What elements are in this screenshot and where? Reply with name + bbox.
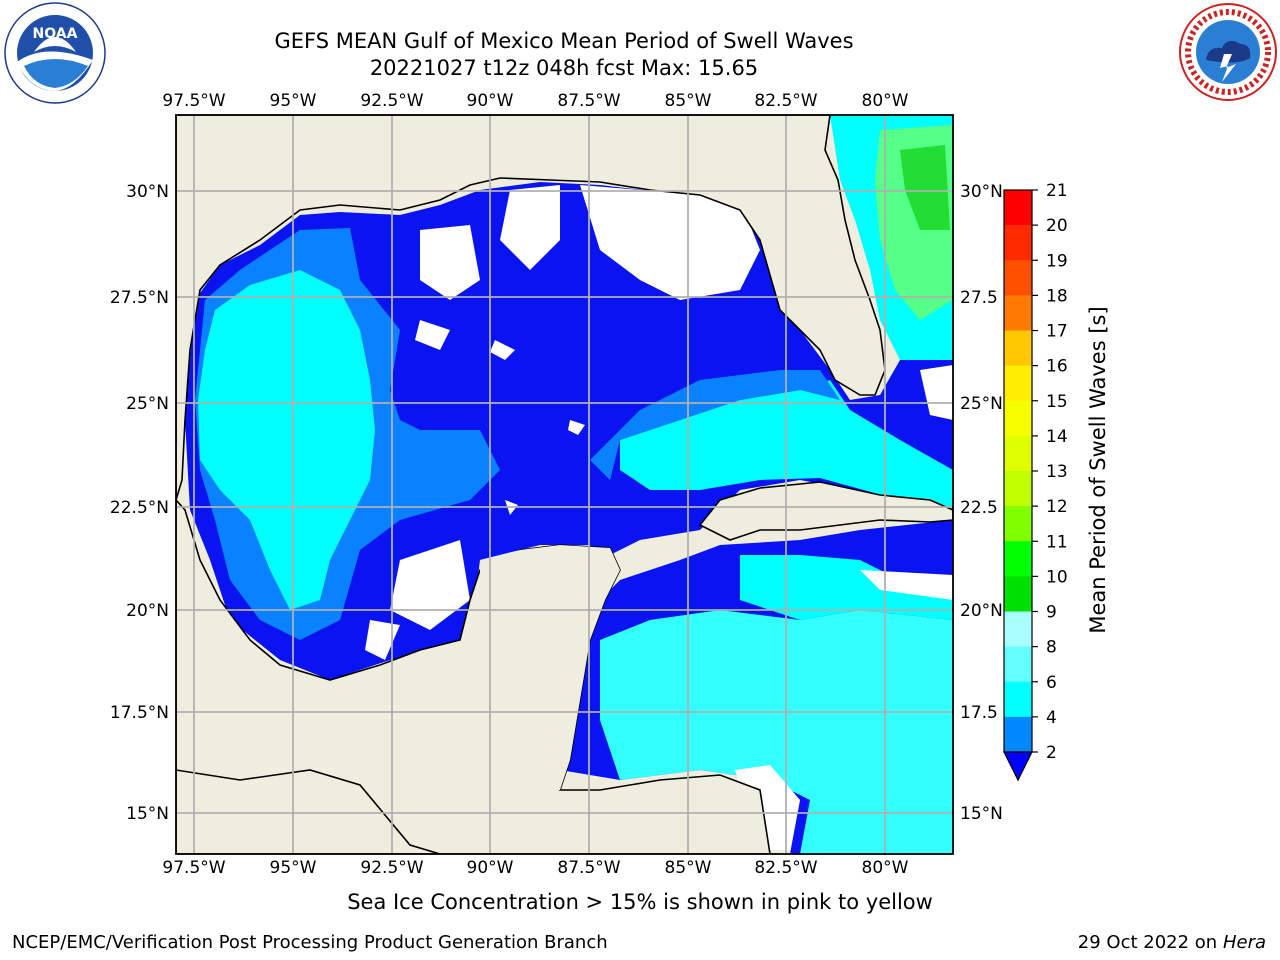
lat-label: 27.5°N [110, 288, 169, 308]
colorbar-tick-label: 6 [1046, 673, 1057, 693]
graticule [176, 115, 953, 854]
colorbar-tick-label: 11 [1046, 532, 1068, 552]
lat-label: 20°N [126, 601, 169, 621]
colorbar-segment [1004, 330, 1032, 367]
lon-label: 87.5°W [557, 858, 620, 878]
colorbar-tick-label: 15 [1046, 392, 1068, 412]
chart-subtitle-run-info: 20221027 t12z 048h fcst Max: 15.65 [369, 56, 759, 80]
colorbar-tick-label: 19 [1046, 251, 1068, 271]
us-gulf-coast [176, 115, 886, 501]
lon-label: 97.5°W [162, 91, 225, 111]
colorbar-segment [1004, 681, 1032, 718]
colorbar-tick-label: 13 [1046, 462, 1068, 482]
noaa-logo: NOAA [4, 2, 106, 104]
lon-label: 82.5°W [754, 91, 817, 111]
footer-date: 29 Oct 2022 on Hera [1078, 932, 1266, 953]
colorbar-segment [1004, 295, 1032, 331]
colorbar-segment [1004, 646, 1032, 683]
lon-labels-top: 97.5°W 95°W 92.5°W 90°W 87.5°W 85°W 82.5… [162, 91, 908, 111]
colorbar-tick-label: 16 [1046, 357, 1068, 377]
cuba [698, 481, 953, 541]
atlantic-swell-bright [900, 145, 950, 230]
colorbar-segment [1004, 506, 1032, 542]
colorbar-segment [1004, 471, 1032, 507]
lon-label: 80°W [862, 91, 909, 111]
colorbar-segment [1004, 611, 1032, 648]
colorbar-segment [1004, 576, 1032, 612]
lat-label: 17.5 [960, 703, 998, 723]
lon-label: 90°W [467, 858, 514, 878]
coastlines [176, 115, 953, 854]
lat-label: 30°N [960, 182, 1003, 202]
colorbar-tick-label: 17 [1046, 322, 1068, 342]
lat-label: 22.5 [960, 498, 998, 518]
lon-label: 95°W [270, 91, 317, 111]
sea-ice-note: Sea Ice Concentration > 15% is shown in … [347, 890, 933, 914]
colorbar-tick-label: 2 [1046, 743, 1057, 763]
lon-label: 82.5°W [754, 858, 817, 878]
lon-label: 95°W [270, 858, 317, 878]
colorbar-segment [1004, 190, 1032, 226]
lat-label: 20°N [960, 601, 1003, 621]
chart-title: GEFS MEAN Gulf of Mexico Mean Period of … [274, 29, 854, 53]
lat-label: 30°N [126, 182, 169, 202]
lat-label: 25°N [126, 394, 169, 414]
colorbar-tick-label: 10 [1046, 567, 1068, 587]
colorbar-segment [1004, 400, 1032, 437]
lon-labels-bottom: 97.5°W 95°W 92.5°W 90°W 87.5°W 85°W 82.5… [162, 858, 908, 878]
caribbean-swell-ring [590, 370, 840, 480]
lat-label: 15°N [126, 804, 169, 824]
yucatan-fill [480, 545, 620, 790]
lon-label: 97.5°W [162, 858, 225, 878]
nws-logo [1179, 3, 1277, 101]
noaa-logo-text: NOAA [33, 26, 78, 42]
colorbar-tick-label: 14 [1046, 427, 1068, 447]
colorbar-segment [1004, 225, 1032, 261]
colorbar-label: Mean Period of Swell Waves [s] [1086, 306, 1110, 633]
lon-label: 85°W [665, 858, 712, 878]
colorbar-extend-arrow [1003, 751, 1033, 782]
footer-host: Hera [1222, 932, 1266, 953]
lon-label: 85°W [665, 91, 712, 111]
colorbar-tick-label: 9 [1046, 603, 1057, 623]
lon-label: 92.5°W [360, 858, 423, 878]
lat-label: 15°N [960, 804, 1003, 824]
colorbar-tick-label: 12 [1046, 497, 1068, 517]
colorbar-tick-label: 8 [1046, 638, 1057, 658]
colorbar-tick-label: 20 [1046, 216, 1068, 236]
colorbar: 21 20 19 18 17 16 15 14 13 12 11 10 9 8 6 4 2 [1003, 181, 1068, 782]
lat-label: 22.5°N [110, 498, 169, 518]
lat-label: 17.5°N [110, 703, 169, 723]
colorbar-segment [1004, 435, 1032, 472]
caribbean-swell-north [740, 555, 953, 620]
footer-date-text: 29 Oct 2022 on [1077, 932, 1223, 953]
lon-label: 90°W [467, 91, 514, 111]
lon-label: 80°W [862, 858, 909, 878]
lon-label: 92.5°W [360, 91, 423, 111]
colorbar-segment [1004, 541, 1032, 577]
colorbar-tick-label: 4 [1046, 708, 1057, 728]
footer-credit: NCEP/EMC/Verification Post Processing Pr… [12, 932, 608, 953]
lat-labels-right: 30°N 27.5 25°N 22.5 20°N 17.5 15°N [960, 182, 1003, 824]
colorbar-segment [1004, 260, 1032, 296]
gulf-swell-core-west [198, 270, 375, 610]
lon-label: 87.5°W [557, 91, 620, 111]
colorbar-tick-label: 18 [1046, 286, 1068, 306]
colorbar-tick-label: 21 [1046, 181, 1068, 201]
colorbar-segment [1004, 365, 1032, 402]
map-frame [175, 114, 954, 855]
colorbar-segment [1004, 716, 1032, 753]
lat-labels-left: 30°N 27.5°N 25°N 22.5°N 20°N 17.5°N 15°N [110, 182, 169, 824]
lat-label: 25°N [960, 394, 1003, 414]
lat-label: 27.5 [960, 288, 998, 308]
map-area [176, 115, 953, 854]
